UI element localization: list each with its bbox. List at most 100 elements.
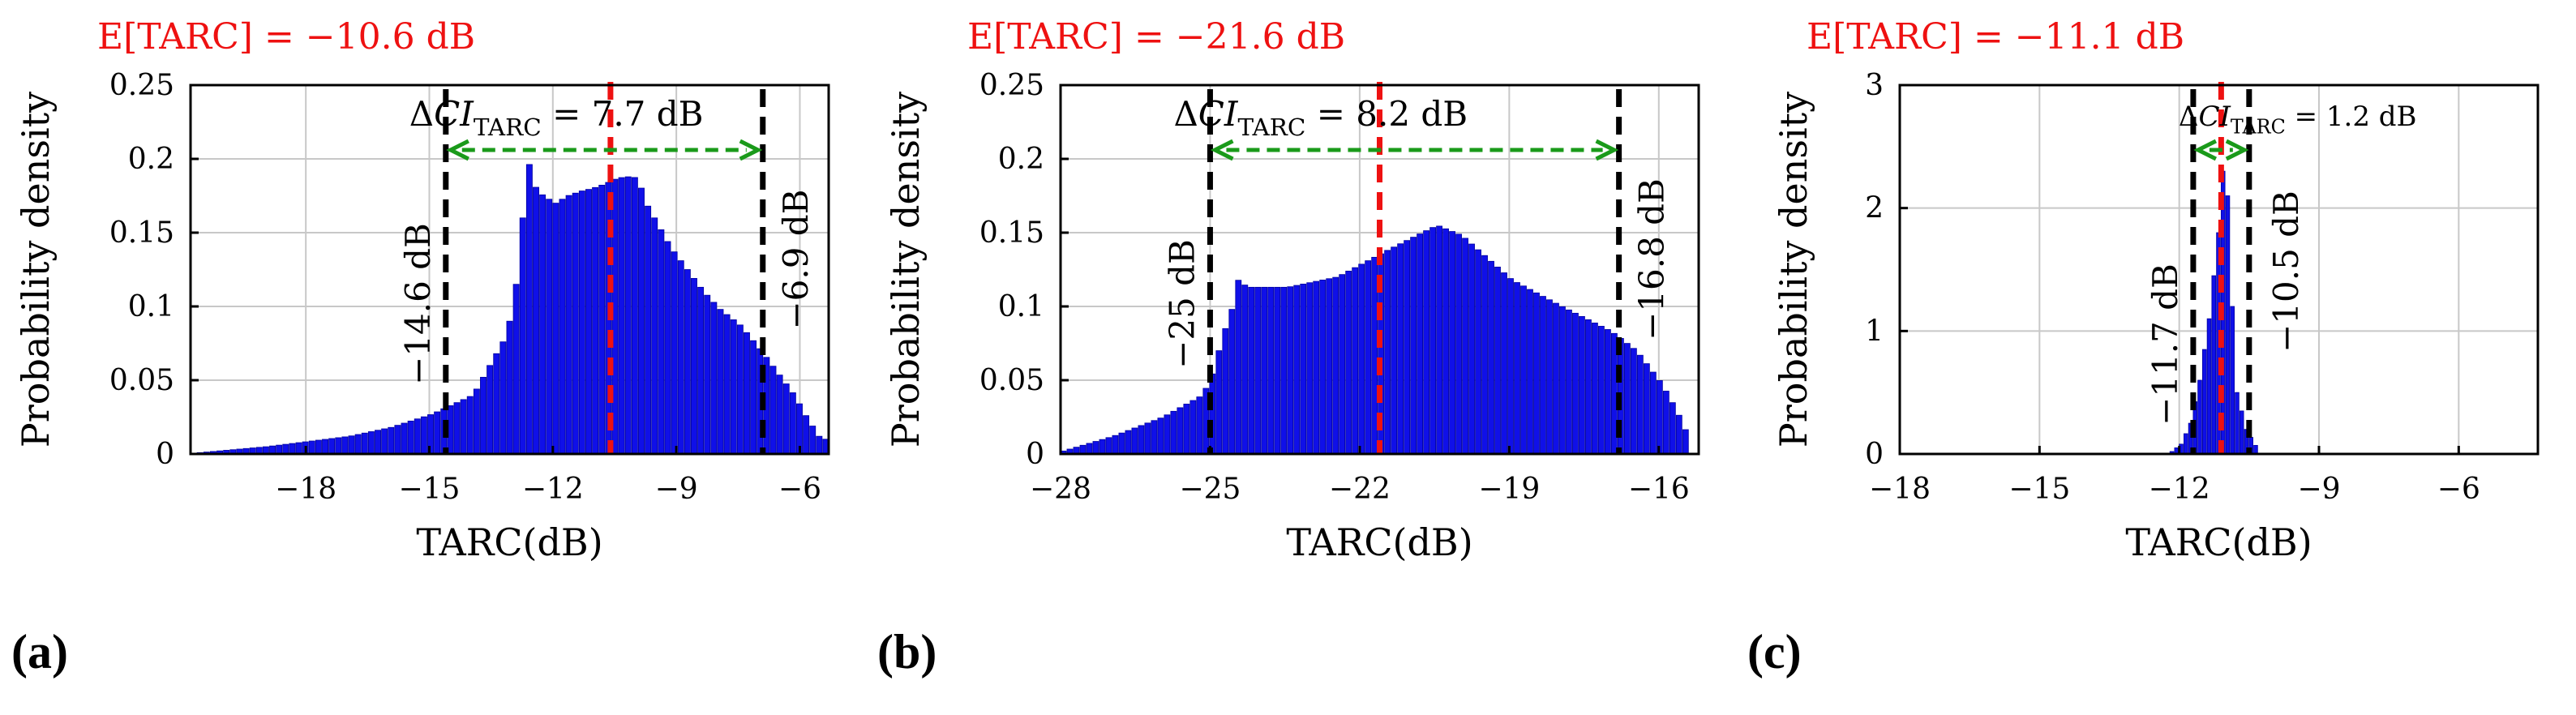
histogram-bar (631, 177, 638, 455)
histogram-bar (1527, 289, 1533, 455)
chart-panel-2: E[TARC] = −11.1 dB ΔCITARC = 1.2 dB −11.7 … (1772, 16, 2540, 564)
histogram-bar (736, 324, 744, 455)
ci-lower-label: −25 dB (1162, 239, 1202, 369)
histogram-bar (776, 375, 783, 455)
histogram-bar (559, 199, 566, 455)
histogram-bar (1566, 309, 1572, 455)
histogram-bar (651, 217, 658, 455)
histogram-bar (486, 365, 494, 455)
histogram-bar (1118, 432, 1125, 455)
x-tick-label: −6 (2437, 473, 2480, 506)
histogram-bar (789, 392, 796, 455)
histogram-bar (361, 432, 368, 455)
histogram-bar (1501, 272, 1507, 455)
histogram-bar (1261, 286, 1268, 455)
chart-panel-0: E[TARC] = −10.6 dB ΔCITARC = 7.7 dB −14.6 … (14, 16, 830, 564)
plot-frame (189, 83, 830, 456)
histogram-bar (1436, 225, 1442, 455)
histogram-bar (2230, 306, 2235, 455)
histogram-bar (1598, 326, 1605, 455)
x-tick-label: −18 (1869, 473, 1931, 506)
histogram-bar (367, 431, 375, 455)
histogram-bar (1287, 286, 1294, 455)
histogram-bar (1488, 260, 1494, 455)
y-tick-label: 0.25 (109, 69, 174, 102)
histogram-bar (1404, 240, 1411, 455)
y-tick-label: 0.2 (998, 143, 1044, 176)
histogram-bar (1520, 285, 1527, 455)
histogram-bar (677, 260, 684, 455)
histogram-bar (315, 439, 322, 455)
histogram-bar (1429, 227, 1436, 455)
histogram-bar (704, 294, 711, 455)
histogram-bar (1306, 282, 1314, 455)
histogram-bar (1449, 231, 1455, 455)
x-tick-label: −28 (1030, 473, 1091, 506)
histogram-bar (1417, 233, 1424, 455)
arrowhead-right (739, 139, 763, 161)
histogram-bar (407, 420, 414, 455)
histogram-bar (816, 435, 823, 455)
histogram-bar (1112, 435, 1119, 455)
histogram-bar (1099, 439, 1106, 455)
y-axis-label: Probability density (1772, 92, 1815, 447)
histogram-bar (1682, 429, 1689, 455)
y-tick-label: 0.25 (979, 69, 1044, 102)
x-tick-label: −12 (522, 473, 584, 506)
histogram-bar (585, 189, 592, 455)
x-tick-label: −16 (1628, 473, 1690, 506)
histogram-bar (1579, 315, 1585, 455)
histogram-bar (1183, 404, 1190, 455)
histogram-bar (598, 184, 606, 455)
histogram-bar (2253, 444, 2258, 455)
histogram-bar (2197, 379, 2202, 455)
histogram-bar (2211, 275, 2217, 455)
histogram-bar (276, 444, 283, 455)
histogram-bar (782, 383, 790, 455)
histogram-bar (295, 442, 302, 455)
chart-panel-1: E[TARC] = −21.6 dB ΔCITARC = 8.2 dB −25 dB… (884, 16, 1700, 564)
histogram-bar (684, 269, 691, 455)
histogram-bar (1177, 407, 1184, 455)
histogram-bar (460, 399, 467, 455)
histogram-bar (348, 435, 355, 455)
histogram-bar (2235, 392, 2240, 455)
histogram-bar (1410, 237, 1417, 455)
histogram-bar (480, 376, 486, 455)
histogram-bar (592, 186, 599, 455)
histogram-bar (1572, 312, 1579, 455)
histogram-bar (1397, 243, 1404, 455)
ci-width-label: ΔCITARC = 8.2 dB (1173, 94, 1468, 141)
histogram-bar (1675, 414, 1682, 455)
histogram-bar (1371, 256, 1378, 455)
histogram-bar (335, 437, 342, 455)
histogram-bar (546, 199, 553, 455)
y-tick-label: 0.05 (109, 364, 174, 397)
ci-upper-label: −6.9 dB (776, 189, 816, 329)
histogram-bar (1391, 246, 1398, 455)
histogram-bar (1643, 363, 1650, 455)
histogram-bar (1313, 280, 1320, 455)
histogram-bar (1623, 343, 1631, 455)
ci-lower-label: −11.7 dB (2145, 263, 2185, 426)
histogram-bar (1326, 278, 1333, 455)
histogram-bar (473, 388, 480, 455)
x-tick-label: −22 (1329, 473, 1391, 506)
histogram-bar (394, 425, 401, 455)
arrowhead-left (2193, 139, 2218, 161)
histogram-bar (1332, 276, 1339, 455)
histogram-bar (1481, 255, 1488, 455)
y-tick-label: 0.1 (128, 290, 174, 323)
histogram-bar (519, 217, 526, 455)
y-tick-label: 3 (1865, 69, 1884, 102)
histogram-bar (381, 428, 388, 455)
histogram-bar (1144, 422, 1151, 455)
histogram-bar (2201, 349, 2207, 455)
histogram-bar (1300, 283, 1307, 455)
x-tick-label: −9 (2297, 473, 2340, 506)
histogram-bar (1442, 228, 1449, 455)
histogram-bar (658, 229, 665, 455)
ci-width-label: ΔCITARC = 1.2 dB (2179, 101, 2417, 139)
histogram-bar (1254, 286, 1262, 455)
